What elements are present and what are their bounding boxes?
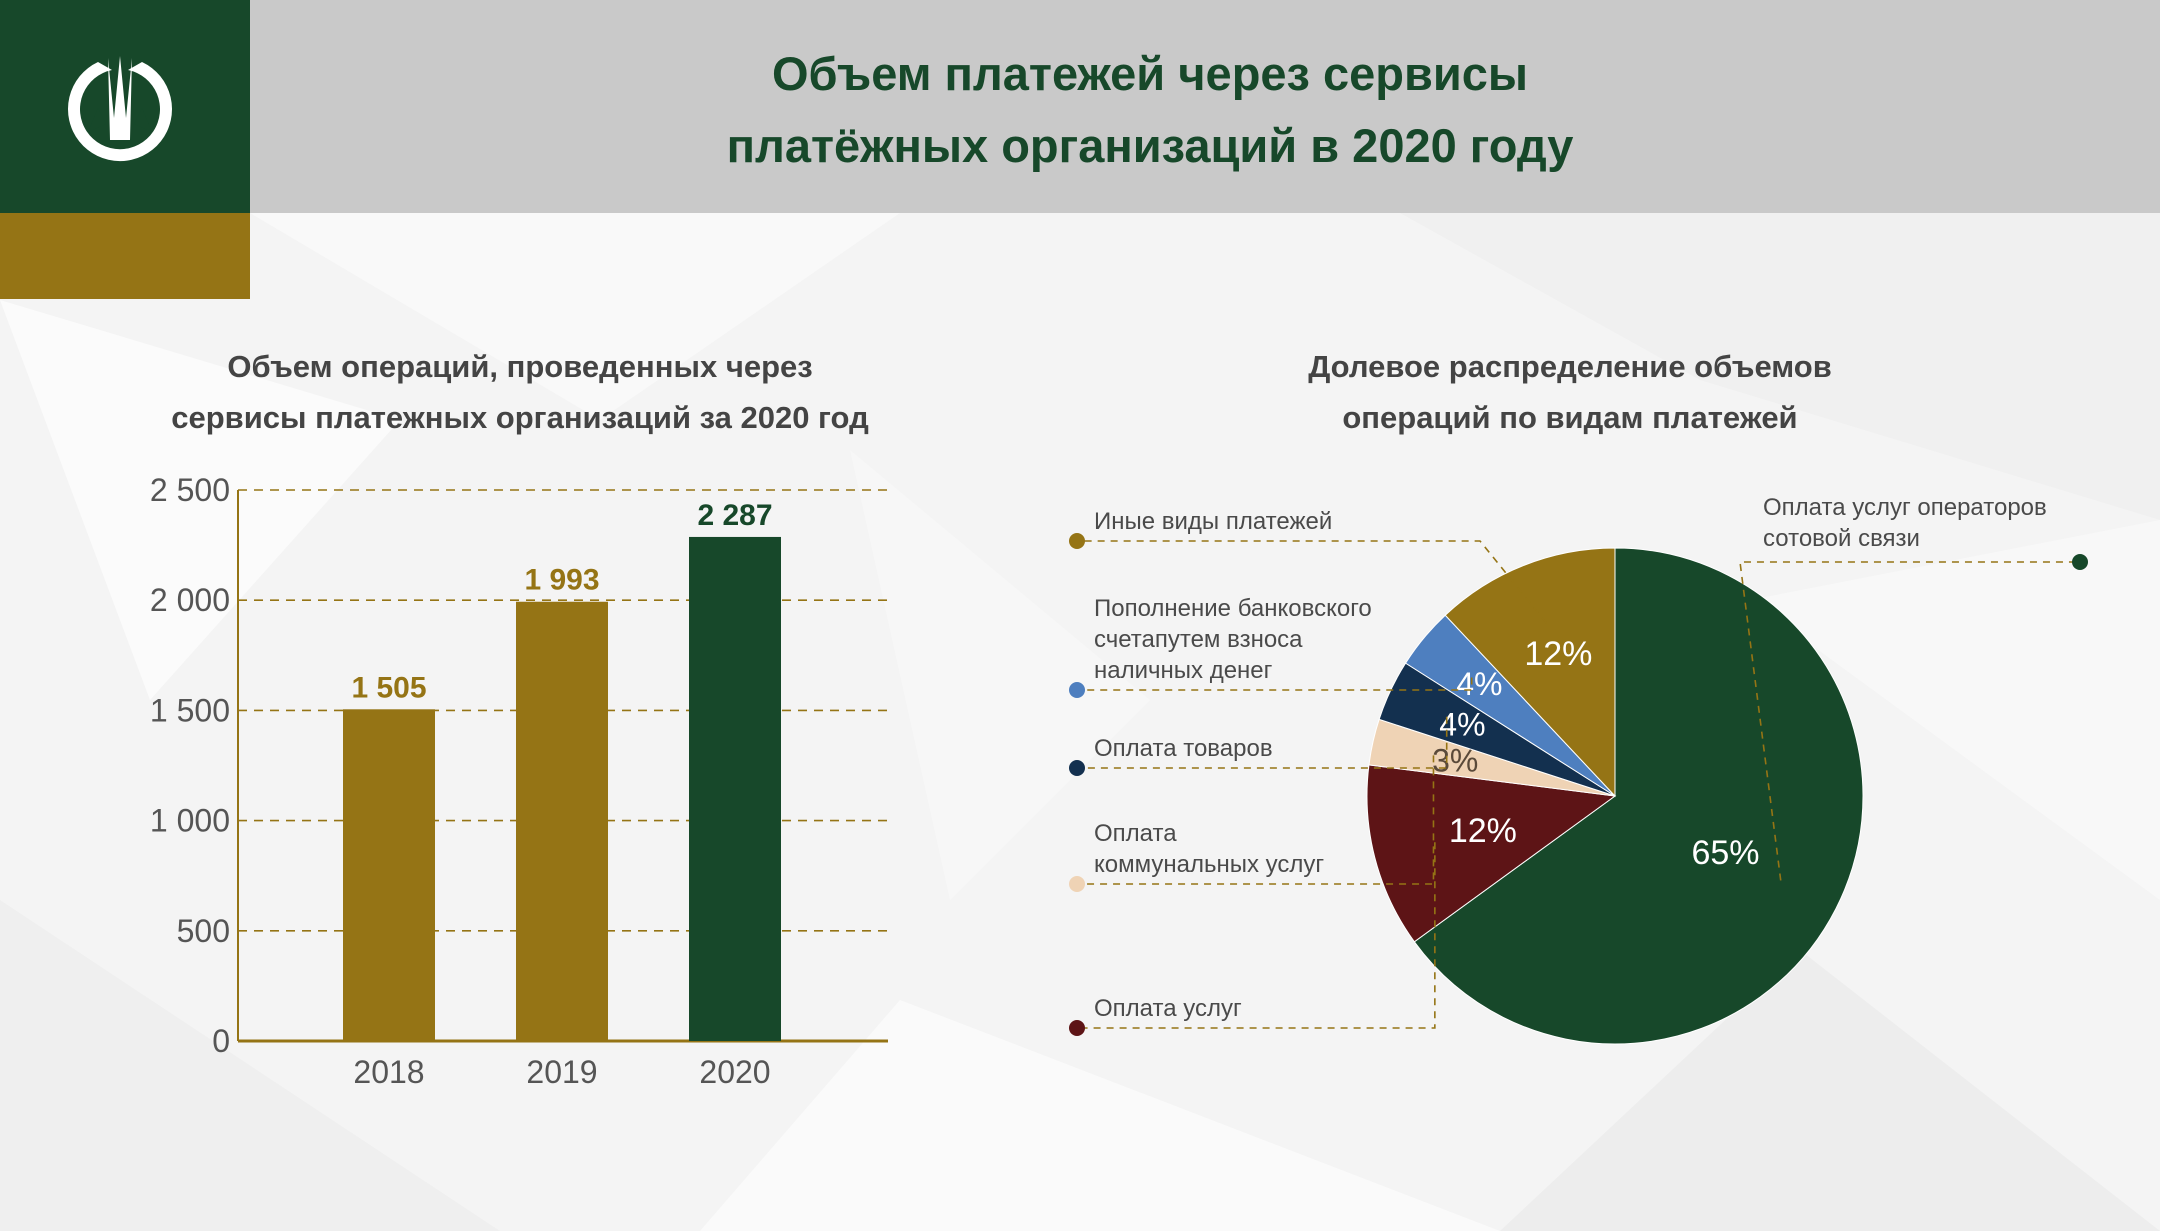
pie-category-label: Пополнение банковского счетапутем взноса н… <box>1094 593 1372 686</box>
pie-category-label: Оплата услуг <box>1094 993 1242 1024</box>
pie-value-label: 12% <box>1524 635 1592 673</box>
logo-panel <box>0 0 250 213</box>
bar-value-label: 1 505 <box>351 671 426 704</box>
legend-dot <box>1069 760 1085 776</box>
pie-category-label-line: Иные виды платежей <box>1094 508 1333 535</box>
leader-line <box>1739 561 2080 881</box>
bar-value-label: 2 287 <box>697 499 772 532</box>
bar <box>516 601 608 1041</box>
legend-dot <box>2072 554 2088 570</box>
pie-category-label-line: Оплата услуг <box>1094 995 1242 1022</box>
pie-value-label: 12% <box>1449 812 1517 850</box>
pie-chart-title-line-1: Долевое распределение объемов <box>1308 349 1832 384</box>
pie-category-label-line: сотовой связи <box>1763 525 1920 552</box>
leader-line <box>1077 677 1473 691</box>
header-band <box>0 0 2160 213</box>
leader-line <box>1077 755 1435 885</box>
leader-line <box>1077 842 1436 1029</box>
y-tick-label: 1 500 <box>150 692 230 728</box>
pie-value-label: 4% <box>1439 706 1485 742</box>
pie-slice <box>1366 764 1617 943</box>
pie-category-label-line: коммунальных услуг <box>1094 851 1325 878</box>
pie-category-label: Оплата услуг операторов сотовой связи <box>1763 492 2047 554</box>
legend-dot <box>1069 1020 1085 1036</box>
pie-chart-title-line-2: операций по видам платежей <box>1342 400 1798 435</box>
pie-value-label: 4% <box>1456 666 1502 702</box>
bank-emblem-logo <box>68 56 172 162</box>
pie-category-label-line: наличных денег <box>1094 657 1273 684</box>
page-title-line-2: платёжных организаций в 2020 году <box>726 119 1574 172</box>
y-tick-label: 0 <box>212 1023 230 1059</box>
pie-category-label: Иные виды платежей <box>1094 506 1332 537</box>
pie-category-label: Оплата товаров <box>1094 733 1273 764</box>
pie-category-label-line: Пополнение банковского <box>1094 595 1372 622</box>
gold-accent-block <box>0 213 250 299</box>
pie-slice <box>1444 547 1616 798</box>
bar-chart-title: Объем операций, проведенных через сервис… <box>120 341 920 443</box>
pie-chart-title: Долевое распределение объемов операций п… <box>1200 341 1940 443</box>
bar <box>343 709 435 1041</box>
y-tick-label: 2 500 <box>150 472 230 508</box>
pie-category-label-line: Оплата товаров <box>1094 735 1273 762</box>
pie-category-label-line: счетапутем взноса <box>1094 626 1303 653</box>
page-title: Объем платежей через сервисы платёжных о… <box>600 38 1700 182</box>
legend-dot <box>1069 682 1085 698</box>
y-tick-label: 1 000 <box>150 803 230 839</box>
x-tick-label: 2020 <box>699 1054 770 1090</box>
x-tick-label: 2018 <box>353 1054 424 1090</box>
pie-category-label-line: Оплата услуг операторов <box>1763 494 2047 521</box>
bar-value-label: 1 993 <box>524 564 599 597</box>
leader-line <box>1077 716 1448 769</box>
y-tick-label: 500 <box>177 913 230 949</box>
pie-slice <box>1413 547 1864 1045</box>
bar <box>689 536 781 1041</box>
page-title-line-1: Объем платежей через сервисы <box>771 47 1529 100</box>
legend-dot <box>1069 876 1085 892</box>
pie-category-label-line: Оплата <box>1094 820 1177 847</box>
x-tick-label: 2019 <box>526 1054 597 1090</box>
pie-category-label: Оплата коммунальных услуг <box>1094 818 1324 880</box>
legend-dot <box>1069 533 1085 549</box>
y-tick-label: 2 000 <box>150 582 230 618</box>
bar-chart-title-line-1: Объем операций, проведенных через <box>227 349 813 384</box>
pie-value-label: 65% <box>1691 834 1759 872</box>
bar-chart-title-line-2: сервисы платежных организаций за 2020 го… <box>171 400 869 435</box>
leader-line <box>1077 540 1548 624</box>
